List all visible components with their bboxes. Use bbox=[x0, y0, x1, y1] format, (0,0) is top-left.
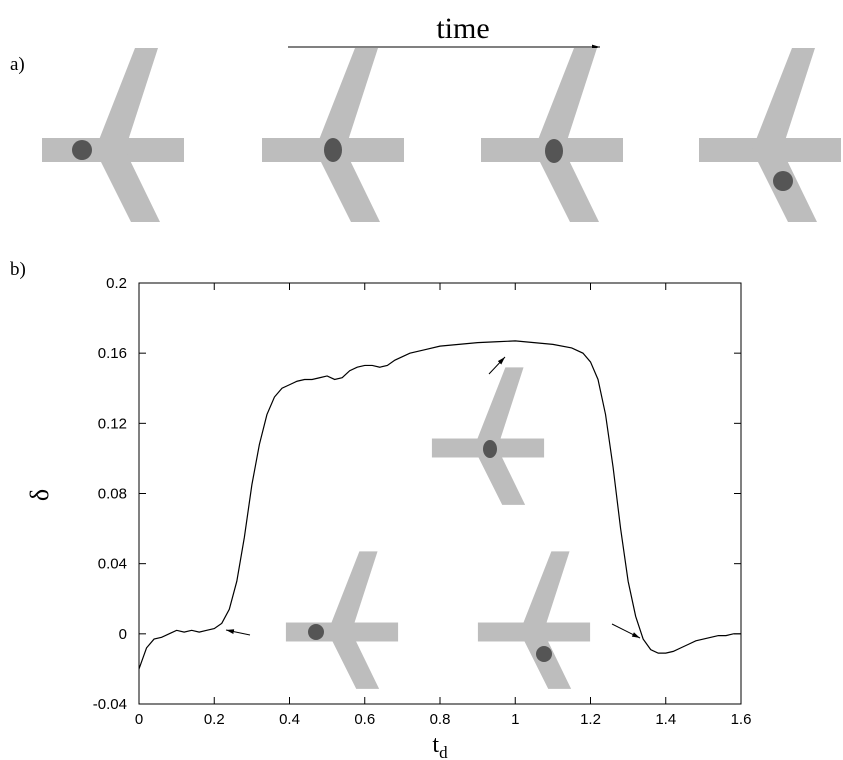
x-tick-label: 0 bbox=[135, 711, 143, 728]
y-tick-label: 0.2 bbox=[106, 275, 127, 292]
x-axis-label-subscript: d bbox=[439, 743, 448, 760]
pointer-arrow bbox=[225, 629, 251, 636]
x-tick-label: 0.8 bbox=[430, 711, 451, 728]
y-tick-label: 0.04 bbox=[98, 556, 127, 573]
x-axis-label-base: t bbox=[432, 732, 439, 758]
x-tick-label: 1 bbox=[511, 711, 519, 728]
y-tick-label: 0.08 bbox=[98, 486, 127, 503]
x-tick-label: 1.4 bbox=[655, 711, 676, 728]
pointer-arrow bbox=[611, 623, 641, 639]
junction bbox=[42, 48, 841, 222]
x-tick-label: 0.2 bbox=[204, 711, 225, 728]
panel-label: b) bbox=[10, 259, 26, 280]
x-tick-label: 0.4 bbox=[279, 711, 300, 728]
y-axis-label: δ bbox=[25, 489, 54, 501]
panel-label: a) bbox=[10, 54, 25, 75]
y-tick-label: 0.16 bbox=[98, 345, 127, 362]
data-line bbox=[138, 340, 741, 670]
x-tick-label: 1.6 bbox=[731, 711, 752, 728]
time-label: time bbox=[436, 12, 489, 45]
y-tick-label: 0.12 bbox=[98, 415, 127, 432]
pointer-arrow bbox=[488, 356, 506, 375]
inset bbox=[285, 367, 591, 689]
y-tick-label: 0 bbox=[119, 626, 127, 643]
x-axis-label: td bbox=[432, 732, 448, 760]
x-tick-label: 0.6 bbox=[354, 711, 375, 728]
x-tick-label: 1.2 bbox=[580, 711, 601, 728]
y-tick-label: -0.04 bbox=[93, 696, 127, 713]
